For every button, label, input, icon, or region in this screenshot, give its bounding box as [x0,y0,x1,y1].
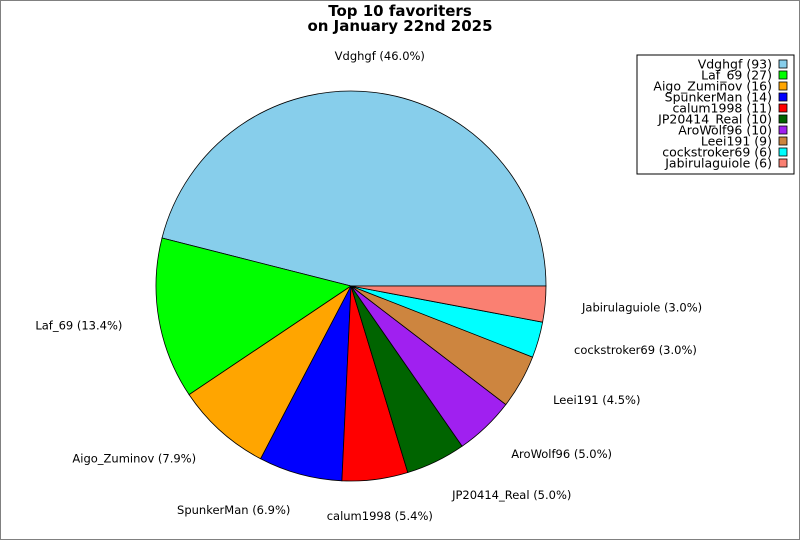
slice-label-jabirulaguiole: Jabirulaguiole (3.0%) [581,301,702,315]
legend-label-calum1998: calum1998 (11) [672,101,772,116]
legend-label-laf-69: Laf_69 (27) [701,68,772,83]
legend-label-leei191: Leei191 (9) [701,134,772,149]
legend-swatch-vdghgf [778,59,788,69]
pie-slice-vdghgf [161,90,547,287]
legend-swatch-jabirulaguiole [778,158,788,168]
legend-swatch-jp20414-real [778,114,788,124]
slice-label-spunkerman: SpunkerMan (6.9%) [177,503,290,517]
legend-label-jp20414-real: JP20414_Real (10) [657,112,772,127]
slice-label-jp20414-real: JP20414_Real (5.0%) [451,488,571,502]
legend-swatch-aigo-zuminov [778,81,788,91]
pie-slice-laf-69 [155,237,352,396]
slice-label-arowolf96: AroWolf96 (5.0%) [511,447,612,461]
legend-label-cockstroker69: cockstroker69 (6) [662,145,772,160]
pie-slice-aigo-zuminov [188,285,352,460]
slice-label-aigo-zuminov: Aigo_Zuminov (7.9%) [72,452,196,466]
legend-swatch-laf-69 [778,70,788,80]
legend-swatch-calum1998 [778,103,788,113]
slice-label-laf-69: Laf_69 (13.4%) [35,319,122,333]
legend-label-arowolf96: AroWolf96 (10) [678,123,772,138]
slice-label-leei191: Leei191 (4.5%) [553,393,640,407]
slice-label-calum1998: calum1998 (5.4%) [327,509,433,523]
legend-label-aigo-zuminov: Aigo_Zuminov (16) [653,79,772,94]
chart-title-line-2: on January 22nd 2025 [307,17,492,35]
legend-swatch-arowolf96 [778,125,788,135]
slice-labels: Vdghgf (46.0%) Laf_69 (13.4%) Aigo_Zuminov… [35,49,702,523]
legend-label-jabirulaguiole: Jabirulaguiole (6) [664,156,772,171]
pie-slices [155,90,547,482]
legend-box [636,54,795,175]
legend-swatch-leei191 [778,136,788,146]
slice-label-cockstroker69: cockstroker69 (3.0%) [574,343,697,357]
chart-title: Top 10 favoriters on January 22nd 2025 [307,2,492,35]
legend-label-spunkerman: SpunkerMan (14) [665,90,772,105]
chart-legend: Vdghgf (93)Laf_69 (27)Aigo_Zuminov (16)S… [636,54,795,175]
legend-label-vdghgf: Vdghgf (93) [698,57,772,72]
legend-swatch-spunkerman [778,92,788,102]
chart-title-line-1: Top 10 favoriters [328,2,472,20]
slice-label-vdghgf: Vdghgf (46.0%) [335,49,425,63]
legend-swatch-cockstroker69 [778,147,788,157]
pie-slice-jabirulaguiole [350,285,547,323]
